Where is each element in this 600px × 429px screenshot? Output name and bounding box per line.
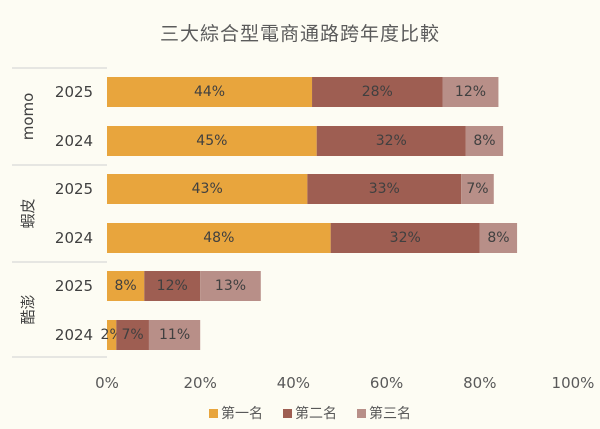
bar-segment [107,320,117,350]
bar-value-label: 45% [196,133,227,149]
bar-segment [307,174,462,204]
bar-segment [479,223,518,253]
year-label: 2025 [55,277,93,295]
bar-segment [107,77,313,107]
bar-segment [107,271,145,301]
year-label: 2024 [55,132,93,150]
bar-value-label: 7% [122,327,144,343]
bar-value-label: 44% [194,84,225,100]
bar-value-label: 8% [115,278,137,294]
bar-segment [465,126,504,156]
bar-value-label: 8% [487,230,509,246]
bar-value-label: 7% [466,181,488,197]
bar-segment [107,174,308,204]
bar-value-label: 12% [157,278,188,294]
legend-swatch [209,409,218,418]
group-label: 酷澎 [19,294,37,324]
year-label: 2024 [55,229,93,247]
x-tick-label: 40% [277,374,310,392]
bar-segment [144,271,201,301]
bar-segment [107,126,317,156]
bar-value-label: 12% [455,84,486,100]
year-label: 2024 [55,326,93,344]
x-tick-label: 0% [95,374,119,392]
bar-value-label: 48% [203,230,234,246]
bar-segment [316,126,466,156]
bar-segment [200,271,261,301]
x-tick-label: 80% [463,374,496,392]
legend-swatch [283,409,292,418]
group-label: 蝦皮 [19,198,37,228]
bar-segment [461,174,494,204]
year-label: 2025 [55,83,93,101]
bar-value-label: 8% [473,133,495,149]
bar-segment [116,320,149,350]
legend: 第一名 第二名 第三名 [209,405,411,422]
legend-swatch [357,409,366,418]
bar-segment [148,320,201,350]
group-label: momo [19,93,37,141]
bar-value-label: 11% [159,327,190,343]
x-tick-label: 100% [552,374,595,392]
bar-value-label: 43% [192,181,223,197]
legend-label: 第三名 [369,405,411,422]
bar-value-label: 13% [215,278,246,294]
year-label: 2025 [55,180,93,198]
x-axis: 0% 20% 40% 60% 80% 100% [95,374,594,392]
bar-value-label: 32% [376,133,407,149]
x-tick-label: 60% [370,374,403,392]
bar-value-label: 32% [390,230,421,246]
bar-segment [442,77,499,107]
bar-segment [312,77,443,107]
x-tick-label: 20% [184,374,217,392]
legend-label: 第一名 [221,405,263,422]
chart-title: 三大綜合型電商通路跨年度比較 [160,23,440,45]
bar-segment [107,223,331,253]
bar-segment [330,223,480,253]
bar-value-label: 33% [369,181,400,197]
bar-value-label: 28% [362,84,393,100]
bars: 2025 44% 28% 12% 2024 45% 32% 8% 2025 43% 33% 7% 202… [55,77,518,350]
legend-label: 第二名 [295,405,337,422]
